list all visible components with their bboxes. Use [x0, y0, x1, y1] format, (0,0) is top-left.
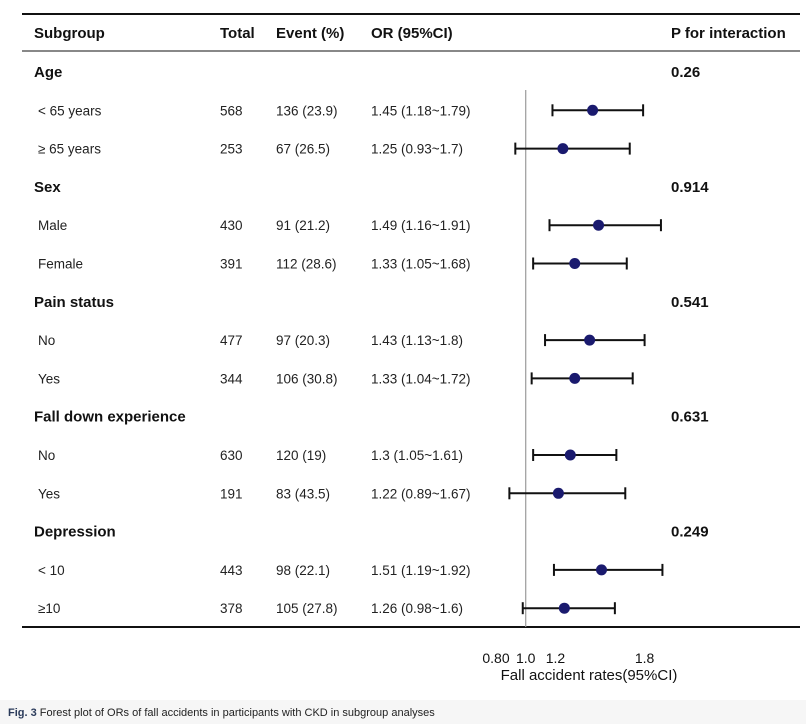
or-point	[552, 487, 564, 499]
forest-plot: Subgroup Total Event (%) OR (95%CI) P fo…	[22, 13, 800, 684]
p-interaction-value: 0.914	[671, 179, 709, 196]
row-label: < 65 years	[38, 103, 102, 118]
or-point	[569, 258, 581, 269]
p-interaction-value: 0.631	[671, 409, 709, 426]
header-event: Event (%)	[276, 25, 344, 42]
row-total: 443	[220, 563, 243, 578]
row-total: 477	[220, 333, 243, 348]
row-total: 630	[220, 448, 243, 463]
row-label: < 10	[38, 563, 65, 578]
row-event: 105 (27.8)	[276, 601, 338, 616]
or-point	[558, 602, 570, 614]
row-or-ci: 1.33 (1.05~1.68)	[371, 257, 470, 272]
row-label: No	[38, 448, 55, 463]
or-point	[593, 219, 605, 231]
row-total: 568	[220, 103, 243, 118]
row-event: 83 (43.5)	[276, 486, 330, 501]
or-point	[569, 372, 581, 384]
row-event: 98 (22.1)	[276, 563, 330, 578]
row-event: 97 (20.3)	[276, 333, 330, 348]
caption-band	[0, 700, 806, 724]
row-or-ci: 1.26 (0.98~1.6)	[371, 601, 463, 616]
row-label: Female	[38, 257, 83, 272]
row-label: No	[38, 333, 55, 348]
p-interaction-value: 0.26	[671, 64, 700, 81]
figure-caption-text: Forest plot of ORs of fall accidents in …	[39, 707, 435, 719]
row-event: 136 (23.9)	[276, 103, 338, 118]
header-or: OR (95%CI)	[371, 25, 453, 42]
or-point	[564, 449, 576, 461]
or-point	[596, 564, 608, 576]
row-or-ci: 1.22 (0.89~1.67)	[371, 486, 470, 501]
row-or-ci: 1.33 (1.04~1.72)	[371, 371, 470, 386]
group-label: Depression	[34, 524, 116, 541]
row-total: 378	[220, 601, 243, 616]
row-or-ci: 1.45 (1.18~1.79)	[371, 103, 470, 118]
row-label: Male	[38, 218, 67, 233]
forest-rows: Age 0.26 < 65 years 568 136 (23.9) 1.45 (1.18…	[34, 64, 709, 627]
row-label: Yes	[38, 486, 60, 501]
row-or-ci: 1.49 (1.16~1.91)	[371, 218, 470, 233]
header-subgroup: Subgroup	[34, 25, 105, 42]
or-point	[584, 334, 596, 346]
group-label: Age	[34, 64, 62, 81]
row-event: 67 (26.5)	[276, 142, 330, 157]
figure-caption-label: Fig. 3	[8, 707, 37, 719]
or-point	[557, 143, 569, 155]
row-total: 344	[220, 371, 243, 386]
group-label: Sex	[34, 179, 61, 196]
x-tick-label: 0.80	[482, 650, 509, 666]
group-label: Fall down experience	[34, 409, 186, 426]
or-point	[587, 104, 599, 116]
row-label: ≥10	[38, 601, 60, 616]
x-tick-label: 1.2	[546, 650, 566, 666]
row-or-ci: 1.43 (1.13~1.8)	[371, 333, 463, 348]
group-label: Pain status	[34, 294, 114, 311]
row-label: Yes	[38, 371, 60, 386]
row-or-ci: 1.25 (0.93~1.7)	[371, 142, 463, 157]
row-or-ci: 1.51 (1.19~1.92)	[371, 563, 470, 578]
header-p-interaction: P for interaction	[671, 25, 786, 42]
row-total: 430	[220, 218, 243, 233]
row-total: 191	[220, 486, 243, 501]
row-label: ≥ 65 years	[38, 142, 101, 157]
p-interaction-value: 0.541	[671, 294, 709, 311]
row-event: 112 (28.6)	[276, 257, 337, 272]
row-event: 91 (21.2)	[276, 218, 330, 233]
row-event: 120 (19)	[276, 448, 326, 463]
row-total: 391	[220, 257, 243, 272]
x-tick-label: 1.8	[635, 650, 655, 666]
row-event: 106 (30.8)	[276, 371, 338, 386]
p-interaction-value: 0.249	[671, 524, 709, 541]
header-total: Total	[220, 25, 255, 42]
x-tick-label: 1.0	[516, 650, 536, 666]
x-axis: 0.80 1.0 1.2 1.8	[482, 650, 654, 666]
figure-caption: Fig. 3 Forest plot of ORs of fall accide…	[8, 707, 435, 719]
x-axis-label: Fall accident rates(95%CI)	[501, 667, 678, 684]
row-or-ci: 1.3 (1.05~1.61)	[371, 448, 463, 463]
row-total: 253	[220, 142, 243, 157]
